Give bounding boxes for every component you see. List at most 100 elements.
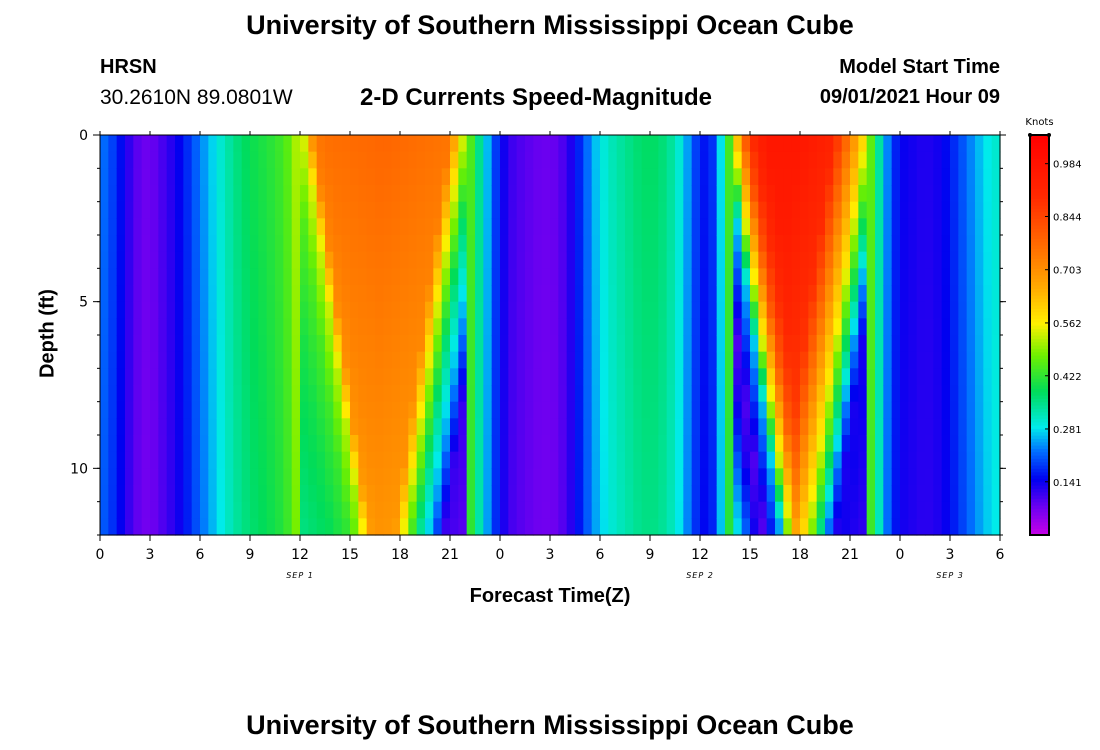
- heatmap-cell: [491, 368, 501, 386]
- heatmap-cell: [958, 201, 968, 219]
- heatmap-cell: [500, 135, 509, 153]
- heatmap-cell: [158, 451, 168, 469]
- heatmap-cell: [716, 401, 726, 419]
- heatmap-cell: [400, 468, 409, 486]
- heatmap-cell: [525, 468, 534, 486]
- heatmap-cell: [933, 151, 943, 169]
- heatmap-cell: [675, 518, 684, 536]
- heatmap-cell: [658, 368, 668, 386]
- heatmap-cell: [191, 401, 201, 419]
- heatmap-cell: [108, 285, 118, 303]
- heatmap-cell: [916, 135, 926, 153]
- heatmap-cell: [200, 135, 209, 153]
- heatmap-cell: [700, 151, 709, 169]
- heatmap-cell: [741, 318, 751, 336]
- heatmap-cell: [808, 385, 818, 403]
- heatmap-cell: [908, 451, 918, 469]
- heatmap-cell: [208, 235, 218, 253]
- heatmap-cell: [708, 518, 718, 536]
- heatmap-cell: [275, 335, 284, 353]
- heatmap-cell: [500, 451, 509, 469]
- heatmap-cell: [458, 468, 468, 486]
- heatmap-cell: [533, 468, 543, 486]
- heatmap-cell: [125, 185, 134, 203]
- heatmap-cell: [208, 135, 218, 153]
- heatmap-cell: [933, 435, 943, 453]
- heatmap-cell: [850, 451, 859, 469]
- heatmap-cell: [100, 151, 109, 169]
- heatmap-cell: [750, 268, 759, 286]
- heatmap-cell: [633, 518, 643, 536]
- heatmap-cell: [966, 151, 976, 169]
- heatmap-cell: [558, 218, 568, 236]
- heatmap-cell: [341, 451, 351, 469]
- heatmap-cell: [500, 468, 509, 486]
- heatmap-cell: [391, 285, 401, 303]
- heatmap-cell: [975, 285, 984, 303]
- heatmap-cell: [350, 285, 359, 303]
- heatmap-cell: [158, 335, 168, 353]
- heatmap-cell: [341, 518, 351, 536]
- heatmap-cell: [975, 135, 984, 153]
- heatmap-cell: [608, 435, 618, 453]
- heatmap-cell: [925, 351, 934, 369]
- heatmap-cell: [475, 451, 484, 469]
- heatmap-cell: [650, 135, 659, 153]
- heatmap-cell: [300, 485, 309, 503]
- heatmap-cell: [441, 368, 451, 386]
- heatmap-cell: [525, 335, 534, 353]
- heatmap-cell: [641, 151, 651, 169]
- heatmap-cell: [716, 385, 726, 403]
- heatmap-cell: [225, 201, 234, 219]
- heatmap-cell: [658, 518, 668, 536]
- heatmap-cell: [616, 418, 626, 436]
- heatmap-cell: [391, 385, 401, 403]
- heatmap-cell: [766, 318, 776, 336]
- heatmap-cell: [266, 485, 276, 503]
- heatmap-cell: [358, 335, 368, 353]
- heatmap-cell: [150, 151, 159, 169]
- heatmap-cell: [741, 418, 751, 436]
- heatmap-cell: [666, 385, 676, 403]
- heatmap-cell: [383, 418, 393, 436]
- heatmap-cell: [908, 218, 918, 236]
- heatmap-cell: [575, 518, 584, 536]
- heatmap-cell: [308, 401, 318, 419]
- heatmap-cell: [741, 268, 751, 286]
- heatmap-cell: [950, 401, 959, 419]
- colorbar-segment: [1030, 435, 1049, 439]
- heatmap-cell: [600, 435, 609, 453]
- heatmap-cell: [966, 285, 976, 303]
- heatmap-cell: [533, 135, 543, 153]
- heatmap-cell: [883, 451, 893, 469]
- heatmap-cell: [700, 368, 709, 386]
- heatmap-cell: [133, 185, 143, 203]
- heatmap-cell: [633, 251, 643, 269]
- heatmap-cell: [775, 218, 784, 236]
- heatmap-cell: [258, 301, 268, 319]
- heatmap-cell: [250, 501, 259, 519]
- heatmap-cell: [100, 351, 109, 369]
- heatmap-cell: [433, 418, 443, 436]
- heatmap-cell: [291, 401, 301, 419]
- heatmap-cell: [525, 151, 534, 169]
- heatmap-cell: [575, 485, 584, 503]
- heatmap-cell: [316, 351, 326, 369]
- heatmap-cell: [866, 485, 876, 503]
- y-tick-label: 10: [70, 461, 88, 477]
- heatmap-cell: [883, 435, 893, 453]
- heatmap-cell: [950, 318, 959, 336]
- heatmap-cell: [375, 451, 384, 469]
- heatmap-cell: [416, 168, 426, 186]
- heatmap-cell: [925, 418, 934, 436]
- heatmap-cell: [116, 451, 126, 469]
- heatmap-cell: [366, 301, 376, 319]
- heatmap-cell: [991, 285, 1001, 303]
- colorbar-segment: [1030, 405, 1049, 409]
- heatmap-cell: [775, 185, 784, 203]
- heatmap-cell: [375, 318, 384, 336]
- heatmap-cell: [558, 518, 568, 536]
- heatmap-cell: [516, 368, 526, 386]
- heatmap-cell: [575, 385, 584, 403]
- heatmap-cell: [800, 301, 809, 319]
